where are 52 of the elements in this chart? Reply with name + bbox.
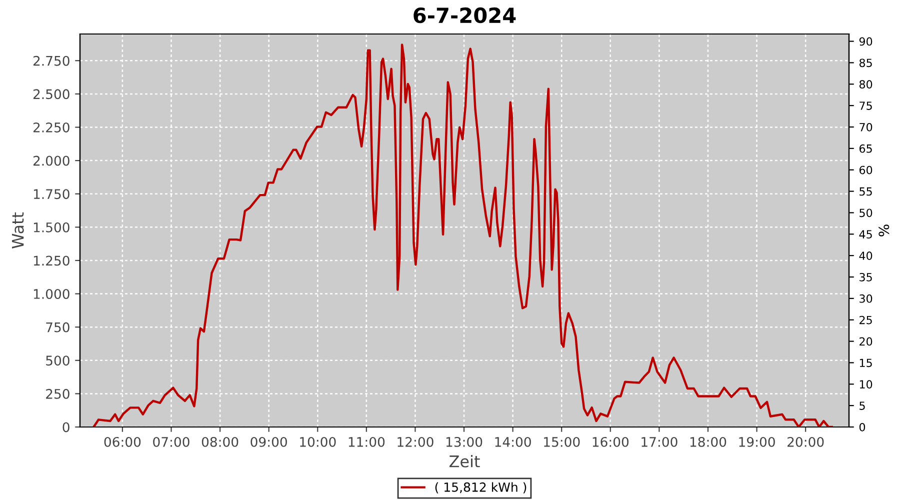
legend-label: ( 15,812 kWh ) <box>435 482 526 494</box>
x-tick-label: 11:00 <box>348 436 385 447</box>
y-tick-label: 2.000 <box>33 156 70 166</box>
y2-axis-title: % <box>878 224 890 236</box>
y2-tick-label: 15 <box>860 358 872 368</box>
x-tick-label: 06:00 <box>104 436 141 447</box>
y2-tick-label: 0 <box>859 422 866 432</box>
y2-tick-label: 5 <box>860 402 865 410</box>
y-tick-label: 1.500 <box>34 222 70 232</box>
y2-tick-label: 60 <box>860 166 872 174</box>
y2-tick-label: 55 <box>860 187 872 196</box>
y-tick-label: 500 <box>46 356 70 366</box>
x-tick-label: 09:00 <box>250 436 287 447</box>
y-tick-label: 2.250 <box>33 122 70 132</box>
y2-tick-label: 70 <box>860 122 872 132</box>
y2-tick-label: 25 <box>860 316 872 324</box>
y-tick-label: 1.750 <box>34 189 70 200</box>
y-axis-title: Watt <box>12 212 24 249</box>
y2-tick-label: 45 <box>859 230 872 239</box>
y-tick-label: 2.750 <box>33 56 70 66</box>
y2-tick-label: 85 <box>859 58 872 68</box>
x-tick-label: 17:00 <box>642 436 678 447</box>
x-axis-title: Zeit <box>449 455 480 468</box>
y-tick-label: 750 <box>46 322 70 332</box>
x-tick-label: 15:00 <box>544 436 580 447</box>
x-tick-label: 12:00 <box>398 436 434 447</box>
line-series <box>92 44 834 427</box>
y2-tick-label: 80 <box>859 80 872 89</box>
x-tick-label: 16:00 <box>592 436 629 447</box>
x-tick-label: 18:00 <box>690 436 726 447</box>
y2-tick-label: 35 <box>860 272 872 282</box>
y-tick-label: 0 <box>62 422 70 432</box>
x-tick-label: 08:00 <box>202 436 238 447</box>
y2-tick-label: 10 <box>860 380 872 389</box>
y2-tick-label: 50 <box>860 208 872 218</box>
x-tick-label: 13:00 <box>446 436 482 447</box>
y2-tick-label: 20 <box>860 337 872 346</box>
y-tick-label: 2.500 <box>33 89 70 100</box>
chart-title: 6-7-2024 <box>414 7 516 24</box>
y-tick-label: 250 <box>46 388 70 399</box>
y2-tick-label: 65 <box>860 144 872 153</box>
y-tick-label: 1.000 <box>34 289 70 299</box>
y2-tick-label: 90 <box>859 37 872 46</box>
y-tick-label: 1.250 <box>34 256 70 266</box>
y2-tick-label: 40 <box>859 252 872 260</box>
x-tick-label: 20:00 <box>788 436 824 447</box>
y2-tick-label: 75 <box>860 102 872 110</box>
x-tick-label: 14:00 <box>495 436 531 447</box>
y2-tick-label: 30 <box>860 294 872 303</box>
x-tick-label: 07:00 <box>153 436 190 447</box>
x-tick-label: 19:00 <box>739 436 775 447</box>
x-tick-label: 10:00 <box>300 436 336 447</box>
